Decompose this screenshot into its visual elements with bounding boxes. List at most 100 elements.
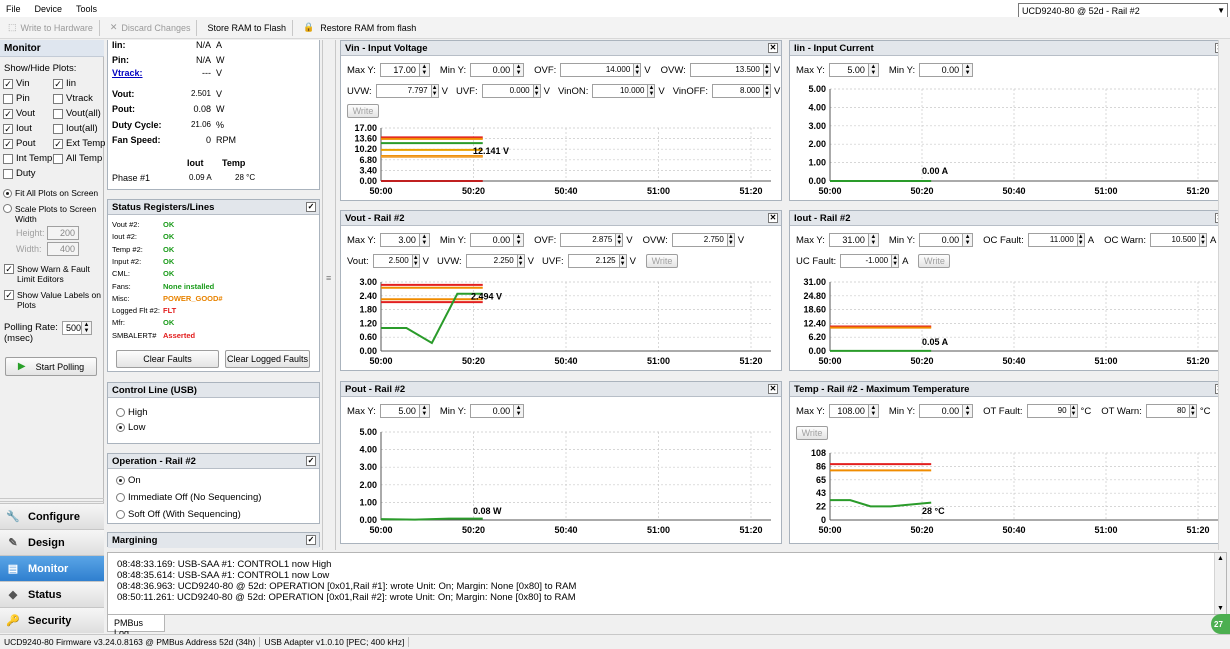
write-to-hardware-button[interactable]: ⬚ Write to Hardware [4, 19, 97, 37]
collapse-checkbox[interactable]: ✓ [306, 202, 316, 212]
start-polling-button[interactable]: ▶ Start Polling [5, 357, 97, 376]
limit-input[interactable]: 0.000 [481, 84, 534, 98]
plot-toggle[interactable]: ✓ Ext Temp [53, 138, 105, 149]
control-low-option[interactable]: Low [116, 422, 145, 433]
close-icon[interactable]: ✕ [768, 384, 778, 394]
limit-input[interactable]: 11.000 [1027, 233, 1078, 247]
plot-toggle[interactable]: Vout(all) [53, 108, 103, 119]
plot-toggle[interactable]: Int Temp [3, 153, 53, 164]
op-immediate-option[interactable]: Immediate Off (No Sequencing) [116, 492, 261, 503]
limit-spinner[interactable]: ▲ ▼ [1070, 404, 1078, 418]
clear-logged-faults-button[interactable]: Clear Logged Faults [225, 350, 310, 368]
width-input[interactable]: 400 [47, 242, 79, 256]
charts-scrollbar[interactable] [1218, 40, 1230, 550]
fit-all-radio[interactable] [3, 188, 12, 198]
limit-spinner[interactable]: ▲ ▼ [1077, 233, 1085, 247]
fit-all-option[interactable]: Fit All Plots on Screen [3, 188, 98, 198]
close-icon[interactable]: ✕ [768, 213, 778, 223]
op-on-option[interactable]: On [116, 475, 141, 486]
min-y-input[interactable]: 0.00 [919, 233, 964, 247]
plot-toggle[interactable]: All Temp [53, 153, 103, 164]
write-button[interactable]: Write [796, 426, 828, 440]
min-y-spinner[interactable]: ▲ ▼ [514, 233, 525, 247]
limit-input[interactable]: 13.500 [689, 63, 764, 77]
limit-spinner[interactable]: ▲ ▼ [533, 84, 541, 98]
limit-input[interactable]: 2.125 [567, 254, 620, 268]
plot-checkbox[interactable] [3, 168, 13, 179]
limit-input[interactable]: -1.000 [840, 254, 893, 268]
plot-checkbox[interactable]: ✓ [3, 138, 13, 149]
limit-spinner[interactable]: ▲ ▼ [431, 84, 439, 98]
max-y-input[interactable]: 17.00 [379, 63, 420, 77]
plot-toggle[interactable]: Vtrack [53, 93, 103, 104]
limit-spinner[interactable]: ▲ ▼ [727, 233, 735, 247]
log-scrollbar[interactable]: ▲ ▼ [1214, 553, 1226, 614]
splitter-vertical[interactable]: ≡ [322, 40, 336, 550]
plot-checkbox[interactable]: ✓ [3, 78, 13, 89]
scale-option[interactable]: Scale Plots to Screen Width [3, 204, 103, 224]
splitter[interactable] [0, 498, 104, 502]
max-y-spinner[interactable]: ▲ ▼ [868, 404, 879, 418]
clear-faults-button[interactable]: Clear Faults [116, 350, 219, 368]
plot-checkbox[interactable]: ✓ [53, 78, 63, 89]
show-warn-option[interactable]: ✓ Show Warn & Fault Limit Editors [4, 264, 104, 284]
plot-checkbox[interactable] [53, 153, 63, 164]
limit-input[interactable]: 2.500 [372, 254, 413, 268]
limit-input[interactable]: 2.750 [671, 233, 728, 247]
show-warn-checkbox[interactable]: ✓ [4, 264, 14, 274]
plot-checkbox[interactable] [53, 108, 63, 119]
limit-input[interactable]: 8.000 [711, 84, 764, 98]
write-button[interactable]: Write [645, 254, 678, 268]
min-y-input[interactable]: 0.00 [470, 63, 515, 77]
limit-spinner[interactable]: ▲ ▼ [634, 63, 642, 77]
plot-toggle[interactable]: ✓ Vin [3, 78, 53, 89]
write-button[interactable]: Write [347, 104, 379, 118]
limit-input[interactable]: 14.000 [560, 63, 635, 77]
limit-spinner[interactable]: ▲ ▼ [892, 254, 900, 268]
write-button[interactable]: Write [918, 254, 951, 268]
polling-rate-spinner[interactable]: ▲ ▼ [82, 321, 92, 335]
collapse-checkbox[interactable]: ✓ [306, 535, 316, 545]
menu-file[interactable]: File [6, 3, 21, 14]
plot-checkbox[interactable]: ✓ [3, 108, 13, 119]
limit-input[interactable]: 2.875 [560, 233, 617, 247]
limit-spinner[interactable]: ▲ ▼ [763, 84, 771, 98]
notification-badge[interactable]: 27 [1211, 614, 1230, 634]
pmbus-log-tab[interactable]: PMBus Log [107, 615, 165, 638]
scale-radio[interactable] [3, 204, 12, 213]
control-high-option[interactable]: High [116, 407, 148, 418]
store-ram-button[interactable]: Store RAM to Flash [203, 19, 290, 37]
max-y-spinner[interactable]: ▲ ▼ [419, 404, 430, 418]
max-y-input[interactable]: 3.00 [379, 233, 420, 247]
nav-security[interactable]: 🔑 Security [0, 607, 104, 633]
control-low-radio[interactable] [116, 423, 125, 432]
op-soft-radio[interactable] [116, 510, 125, 519]
reading-name[interactable]: Vtrack: [112, 68, 143, 78]
discard-changes-button[interactable]: ✕ Discard Changes [106, 19, 195, 37]
menu-tools[interactable]: Tools [76, 3, 98, 14]
polling-rate-input[interactable]: 500 [62, 321, 82, 335]
limit-spinner[interactable]: ▲ ▼ [616, 233, 624, 247]
plot-toggle[interactable]: Pin [3, 93, 53, 104]
min-y-spinner[interactable]: ▲ ▼ [963, 404, 974, 418]
limit-spinner[interactable]: ▲ ▼ [648, 84, 656, 98]
max-y-input[interactable]: 5.00 [828, 63, 869, 77]
min-y-spinner[interactable]: ▲ ▼ [963, 63, 974, 77]
limit-spinner[interactable]: ▲ ▼ [1189, 404, 1197, 418]
show-values-checkbox[interactable]: ✓ [4, 290, 14, 300]
limit-spinner[interactable]: ▲ ▼ [517, 254, 525, 268]
limit-input[interactable]: 80 [1145, 404, 1190, 418]
min-y-spinner[interactable]: ▲ ▼ [514, 404, 525, 418]
min-y-spinner[interactable]: ▲ ▼ [514, 63, 525, 77]
min-y-input[interactable]: 0.00 [919, 63, 964, 77]
limit-spinner[interactable]: ▲ ▼ [763, 63, 771, 77]
op-immediate-radio[interactable] [116, 493, 125, 502]
restore-ram-button[interactable]: 🔒 Restore RAM from flash [299, 19, 420, 37]
plot-checkbox[interactable] [3, 93, 13, 104]
max-y-input[interactable]: 108.00 [828, 404, 869, 418]
plot-toggle[interactable]: Iout(all) [53, 123, 103, 134]
max-y-input[interactable]: 31.00 [828, 233, 869, 247]
max-y-spinner[interactable]: ▲ ▼ [868, 233, 879, 247]
plot-toggle[interactable]: Duty [3, 168, 53, 179]
plot-toggle[interactable]: ✓ Vout [3, 108, 53, 119]
